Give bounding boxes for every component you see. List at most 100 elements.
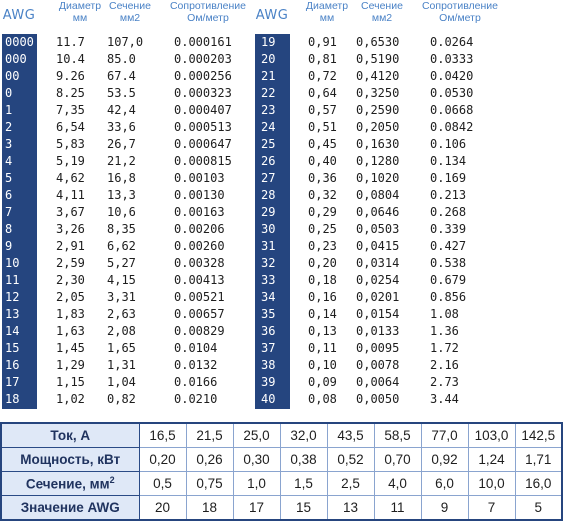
table-row: 10 2,59 5,27 0.00328 — [0, 256, 252, 272]
diameter-value: 3,26 — [56, 222, 85, 236]
table-cell: 43,5 — [326, 422, 375, 448]
diameter-value: 9.26 — [56, 69, 85, 83]
table-row: 40 0,08 0,0050 3.44 — [254, 392, 563, 408]
section-value: 13,3 — [107, 188, 136, 202]
section-value: 1,31 — [107, 358, 136, 372]
resistance-value: 0.0333 — [430, 52, 474, 66]
awg-gauge: 11 — [5, 273, 20, 287]
diameter-value: 7,35 — [56, 103, 85, 117]
diameter-value: 1,83 — [56, 307, 85, 321]
section-value: 2,63 — [107, 307, 136, 321]
section-value: 4,15 — [107, 273, 136, 287]
awg-gauge: 36 — [261, 324, 276, 338]
section-value: 0,6530 — [356, 35, 400, 49]
awg-gauge: 30 — [261, 222, 276, 236]
table-row: 000 10.4 85.0 0.000203 — [0, 52, 252, 68]
awg-column-left — [2, 34, 37, 409]
awg-gauge: 13 — [5, 307, 20, 321]
resistance-value: 0.00103 — [174, 171, 225, 185]
table-cell: 13 — [326, 495, 375, 521]
table-row: 0000 11.7 107,0 0.000161 — [0, 35, 252, 51]
awg-column-right — [255, 34, 290, 409]
diameter-value: 0,16 — [308, 290, 337, 304]
table-cell: 11 — [373, 495, 422, 521]
table-cell: 2,5 — [326, 471, 375, 496]
resistance-value: 0.0842 — [430, 120, 474, 134]
resistance-value: 2.16 — [430, 358, 459, 372]
section-value: 0,0503 — [356, 222, 400, 236]
diameter-value: 5,83 — [56, 137, 85, 151]
diameter-value: 0,20 — [308, 256, 337, 270]
table-row: 19 0,91 0,6530 0.0264 — [254, 35, 563, 51]
section-value: 0,2050 — [356, 120, 400, 134]
section-value: 0,0078 — [356, 358, 400, 372]
resistance-value: 0.00657 — [174, 307, 225, 321]
table-cell: 4,0 — [373, 471, 422, 496]
diameter-value: 10.4 — [56, 52, 85, 66]
diameter-value: 4,62 — [56, 171, 85, 185]
awg-gauge: 29 — [261, 205, 276, 219]
table-cell: 0,26 — [185, 447, 234, 472]
section-value: 16,8 — [107, 171, 136, 185]
table-cell: 1,71 — [514, 447, 563, 472]
table-cell: 15 — [279, 495, 328, 521]
table-row: 11 2,30 4,15 0.00413 — [0, 273, 252, 289]
awg-gauge: 18 — [5, 392, 20, 406]
awg-gauge: 000 — [5, 52, 27, 66]
resistance-value: 0.679 — [430, 273, 467, 287]
table-row: 00 9.26 67.4 0.000256 — [0, 69, 252, 85]
awg-gauge: 6 — [5, 188, 13, 202]
table-row: 25 0,45 0,1630 0.106 — [254, 137, 563, 153]
section-value: 0,0050 — [356, 392, 400, 406]
diameter-value: 0,25 — [308, 222, 337, 236]
resistance-value: 0.0530 — [430, 86, 474, 100]
resistance-value: 0.134 — [430, 154, 467, 168]
section-value: 0,3250 — [356, 86, 400, 100]
diameter-value: 0,32 — [308, 188, 337, 202]
resistance-value: 0.000323 — [174, 86, 232, 100]
resistance-value: 1.36 — [430, 324, 459, 338]
resistance-value: 0.000161 — [174, 35, 232, 49]
table-row: 31 0,23 0,0415 0.427 — [254, 239, 563, 255]
table-row: 32 0,20 0,0314 0.538 — [254, 256, 563, 272]
table-row: 20 0,81 0,5190 0.0333 — [254, 52, 563, 68]
awg-gauge: 22 — [261, 86, 276, 100]
table-row: 27 0,36 0,1020 0.169 — [254, 171, 563, 187]
resistance-value: 0.000203 — [174, 52, 232, 66]
section-value: 6,62 — [107, 239, 136, 253]
section-value: 0,0415 — [356, 239, 400, 253]
table-row: 34 0,16 0,0201 0.856 — [254, 290, 563, 306]
resistance-value: 3.44 — [430, 392, 459, 406]
section-value: 0,0254 — [356, 273, 400, 287]
table-row: 3 5,83 26,7 0.000647 — [0, 137, 252, 153]
resistance-value: 0.427 — [430, 239, 467, 253]
awg-gauge: 16 — [5, 358, 20, 372]
table-row: Мощность, кВт 0,20 0,26 0,30 0,38 0,52 0,70 0,9… — [0, 447, 563, 472]
awg-reference-table: AWG Диаметр мм Сечение мм2 Сопротивление… — [0, 0, 563, 409]
diameter-value: 0,09 — [308, 375, 337, 389]
diameter-value: 2,30 — [56, 273, 85, 287]
diameter-value: 0,10 — [308, 358, 337, 372]
table-cell: 9 — [420, 495, 469, 521]
table-row: 16 1,29 1,31 0.0132 — [0, 358, 252, 374]
resistance-value: 0.00328 — [174, 256, 225, 270]
table-row: Ток, А 16,5 21,5 25,0 32,0 43,5 58,5 77,0 103,0 1… — [0, 422, 563, 448]
awg-gauge: 3 — [5, 137, 13, 151]
diameter-value: 0,36 — [308, 171, 337, 185]
header-section: Сечение мм2 — [109, 0, 151, 24]
row-label: Ток, А — [0, 422, 140, 448]
table-row: 23 0,57 0,2590 0.0668 — [254, 103, 563, 119]
table-cell: 0,30 — [232, 447, 281, 472]
table-row: Сечение, мм2 0,5 0,75 1,0 1,5 2,5 4,0 6,0 10,0 16… — [0, 471, 563, 496]
diameter-value: 6,54 — [56, 120, 85, 134]
diameter-value: 1,63 — [56, 324, 85, 338]
awg-gauge: 5 — [5, 171, 13, 185]
section-value: 0,1020 — [356, 171, 400, 185]
resistance-value: 0.000407 — [174, 103, 232, 117]
resistance-value: 0.00829 — [174, 324, 225, 338]
table-row: 26 0,40 0,1280 0.134 — [254, 154, 563, 170]
header-resistance: Сопротивление Ом/метр — [169, 0, 247, 24]
table-row: 6 4,11 13,3 0.00130 — [0, 188, 252, 204]
table-row: 0 8.25 53.5 0.000323 — [0, 86, 252, 102]
awg-gauge: 14 — [5, 324, 20, 338]
